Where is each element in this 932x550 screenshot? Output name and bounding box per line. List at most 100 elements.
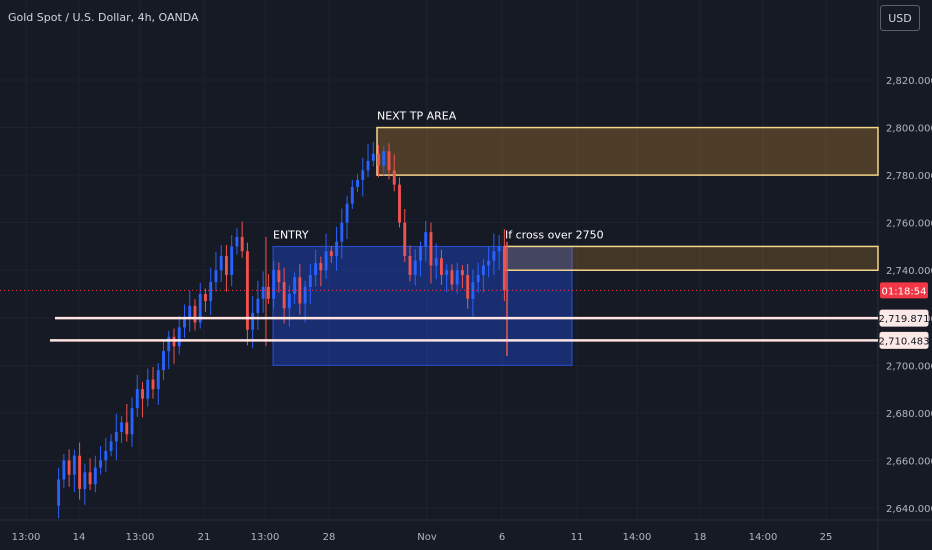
price-level-text: 2,710.483 [879, 336, 930, 347]
candle-body [219, 255, 223, 271]
candle-body [371, 153, 375, 161]
candle-body [350, 187, 354, 204]
candle-body [188, 305, 192, 318]
x-tick-label: 14:00 [749, 532, 778, 543]
x-tick-label: 6 [499, 532, 505, 543]
candle-body [429, 232, 433, 266]
y-tick-label: 2,820.000 [886, 76, 932, 87]
candle-body [287, 294, 291, 309]
candle-body [455, 270, 459, 285]
candle-body [109, 441, 113, 451]
candle-body [198, 294, 202, 323]
x-tick-label: 14:00 [623, 532, 652, 543]
candle-body [146, 379, 150, 399]
candle-body [460, 270, 464, 275]
candle-body [99, 460, 103, 468]
candle-body [293, 277, 297, 294]
candle-body [266, 286, 270, 299]
candle-body [340, 222, 344, 242]
candle-body [62, 460, 66, 480]
candle-body [419, 246, 422, 261]
candle-body [382, 151, 386, 166]
candle-body [193, 305, 197, 323]
candle-body [319, 263, 323, 271]
candle-body [256, 298, 260, 314]
price-level-tag [879, 309, 929, 327]
candle-body [88, 472, 92, 485]
y-tick-label: 2,660.000 [886, 456, 932, 467]
candle-body [487, 260, 491, 266]
x-tick-label: 13:00 [12, 532, 41, 543]
entry-zone [272, 245, 573, 366]
symbol-title: Gold Spot / U.S. Dollar, 4h, OANDA [8, 11, 199, 24]
candle-body [162, 351, 165, 371]
x-tick-label: 13:00 [251, 532, 280, 543]
candle-body [114, 431, 118, 442]
candle-body [303, 286, 307, 304]
candle-body [434, 258, 438, 266]
candle-body [156, 370, 160, 390]
candle-body [67, 460, 71, 475]
candle-body [466, 274, 470, 299]
candle-body [261, 286, 265, 299]
currency-button[interactable]: USD [880, 5, 920, 31]
candle-body [392, 170, 396, 185]
x-tick-label: 28 [323, 532, 336, 543]
candle-body [204, 294, 207, 302]
x-tick-label: 14 [73, 532, 86, 543]
candle-body [125, 422, 129, 435]
candle-body [413, 260, 417, 275]
candle-body [272, 270, 276, 299]
candle-body [120, 422, 123, 432]
y-tick-label: 2,760.000 [886, 219, 932, 230]
candle-body [329, 251, 333, 256]
candle-body [235, 236, 239, 247]
candle-body [308, 274, 312, 287]
candle-body [141, 389, 144, 399]
target-label: NEXT TP AREA [377, 110, 457, 123]
candle-body [345, 203, 349, 223]
candle-body [366, 160, 370, 171]
candle-body [476, 274, 480, 283]
candle-body [224, 255, 228, 275]
candle-body [209, 282, 213, 302]
x-tick-label: 21 [198, 532, 211, 543]
x-tick-label: 25 [820, 532, 833, 543]
entry-label: ENTRY [273, 228, 309, 241]
y-tick-label: 2,640.000 [886, 504, 932, 515]
candle-body [398, 184, 401, 223]
candle-body [356, 179, 359, 187]
candle-body [450, 270, 454, 285]
candle-body [298, 277, 302, 304]
candle-body [72, 455, 76, 475]
candle-body [502, 246, 506, 291]
y-tick-label: 2,740.000 [886, 266, 932, 277]
candle-body [93, 467, 97, 485]
x-tick-label: 11 [571, 532, 584, 543]
candle-body [324, 251, 328, 271]
candle-body [277, 270, 281, 283]
y-tick-label: 2,780.000 [886, 171, 932, 182]
candle-body [177, 327, 181, 347]
candle-body [361, 170, 365, 180]
candle-body [167, 336, 171, 352]
candle-body [440, 258, 443, 275]
candle-body [387, 151, 391, 171]
y-tick-label: 2,800.000 [886, 124, 932, 135]
candle-body [314, 263, 318, 275]
condition-zone [504, 245, 879, 271]
candle-body [335, 241, 339, 256]
candle-body [130, 408, 134, 435]
condition-label: If cross over 2750 [505, 228, 604, 241]
candle-body [408, 255, 412, 275]
y-tick-label: 2,680.000 [886, 409, 932, 420]
x-tick-label: 18 [694, 532, 707, 543]
price-level-text: 2,719.871 [879, 314, 930, 325]
candle-body [481, 265, 485, 275]
candle-body [377, 153, 380, 166]
y-tick-label: 2,700.000 [886, 361, 932, 372]
candle-body [424, 232, 428, 247]
candle-body [135, 389, 139, 409]
countdown-text: 01:18:54 [882, 286, 927, 297]
